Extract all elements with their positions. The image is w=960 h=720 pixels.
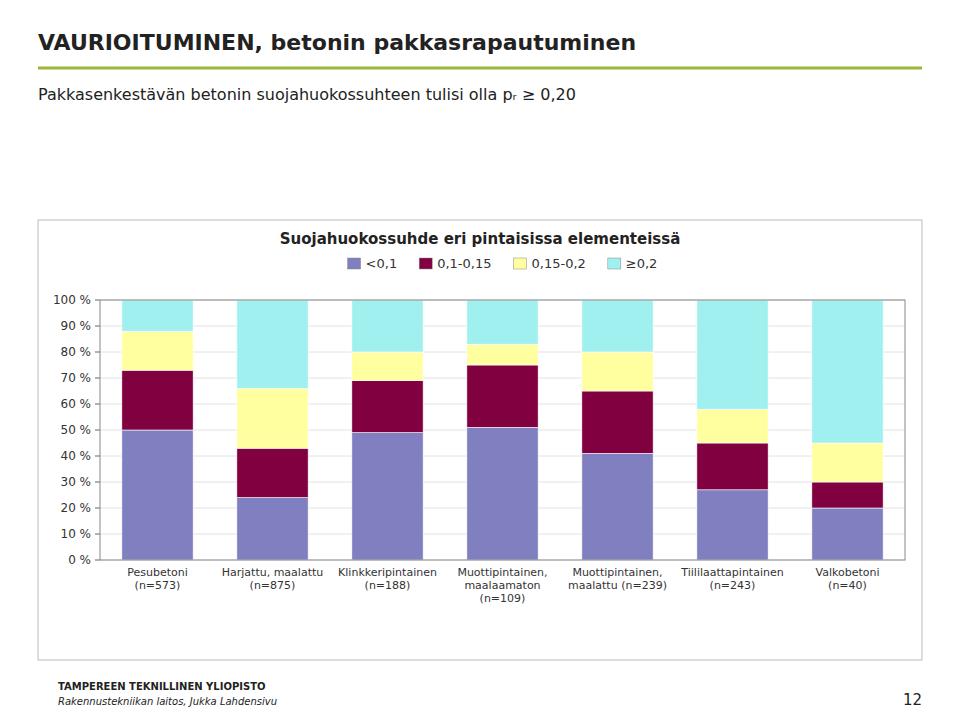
bar-segment — [352, 300, 423, 352]
bar-segment — [812, 482, 883, 508]
category-label-line: Muottipintainen, — [457, 566, 547, 579]
category-label-line: (n=875) — [250, 579, 296, 592]
title-rule — [38, 67, 922, 70]
category-label-line: (n=40) — [828, 579, 867, 592]
tick-mark — [95, 326, 100, 327]
legend-item: ≥0,2 — [608, 256, 658, 271]
legend-item: <0,1 — [348, 256, 398, 271]
bar-segment — [582, 391, 653, 453]
tick-mark — [95, 300, 100, 301]
category-label-line: maalattu (n=239) — [568, 579, 667, 592]
bar-segment — [812, 300, 883, 443]
category-label-line: Pesubetoni — [127, 566, 188, 579]
bar-segment — [122, 430, 193, 560]
bar-segment — [582, 453, 653, 560]
page-title: VAURIOITUMINEN, betonin pakkasrapautumin… — [38, 30, 636, 55]
category-label-line: maalaamaton — [464, 579, 540, 592]
legend-swatch — [419, 258, 432, 269]
tick-label: 50 % — [61, 423, 92, 437]
tick-mark — [95, 560, 100, 561]
category-label-line: Valkobetoni — [816, 566, 880, 579]
category-label-line: (n=109) — [480, 592, 526, 605]
legend-label: ≥0,2 — [626, 256, 658, 271]
category-label-line: (n=188) — [365, 579, 411, 592]
tick-label: 40 % — [61, 449, 92, 463]
bar-segment — [237, 300, 308, 388]
legend-item: 0,1-0,15 — [419, 256, 491, 271]
tick-label: 100 % — [53, 293, 91, 307]
bar-segment — [122, 370, 193, 430]
tick-mark — [95, 378, 100, 379]
bar-segment — [122, 331, 193, 370]
tick-mark — [95, 404, 100, 405]
plot-frame — [100, 300, 905, 560]
tick-mark — [95, 456, 100, 457]
subtitle: Pakkasenkestävän betonin suojahuokossuht… — [38, 85, 576, 104]
tick-mark — [95, 430, 100, 431]
bars — [122, 300, 883, 560]
tick-label: 30 % — [61, 475, 92, 489]
tick-mark — [95, 508, 100, 509]
bar-segment — [122, 300, 193, 331]
legend-label: <0,1 — [366, 256, 398, 271]
footer-institution: TAMPEREEN TEKNILLINEN YLIOPISTO — [58, 681, 266, 692]
bar-segment — [352, 433, 423, 560]
bar-segment — [237, 498, 308, 560]
bar-segment — [467, 427, 538, 560]
bar-segment — [467, 300, 538, 344]
category-label-line: Tiililaattapintainen — [680, 566, 783, 579]
bar-segment — [352, 381, 423, 433]
legend: <0,1 0,1-0,15 0,15-0,2 ≥0,2 — [348, 256, 658, 271]
chart-panel — [38, 220, 922, 660]
bar-segment — [697, 490, 768, 560]
bar-segment — [237, 448, 308, 497]
legend-swatch — [608, 258, 621, 269]
tick-label: 60 % — [61, 397, 92, 411]
category-label: Muottipintainen,maalaamaton(n=109) — [457, 566, 547, 605]
bar-segment — [812, 508, 883, 560]
tick-label: 10 % — [61, 527, 92, 541]
category-label: Pesubetoni(n=573) — [127, 566, 188, 592]
bar-segment — [352, 352, 423, 381]
page-number: 12 — [903, 691, 922, 709]
chart-canvas: VAURIOITUMINEN, betonin pakkasrapautumin… — [0, 0, 960, 720]
bar-segment — [582, 352, 653, 391]
category-label-line: Klinkkeripintainen — [338, 566, 437, 579]
category-label: Klinkkeripintainen(n=188) — [338, 566, 437, 592]
bar-segment — [812, 443, 883, 482]
category-label-line: (n=573) — [135, 579, 181, 592]
category-label: Muottipintainen,maalattu (n=239) — [568, 566, 667, 592]
legend-swatch — [348, 258, 361, 269]
tick-mark — [95, 482, 100, 483]
tick-label: 80 % — [61, 345, 92, 359]
tick-label: 0 % — [68, 553, 91, 567]
bar-segment — [467, 344, 538, 365]
tick-label: 20 % — [61, 501, 92, 515]
category-label-line: Muottipintainen, — [572, 566, 662, 579]
bar-segment — [237, 388, 308, 448]
bar-segment — [697, 443, 768, 490]
bar-segment — [467, 365, 538, 427]
legend-label: 0,15-0,2 — [532, 256, 586, 271]
category-label: Tiililaattapintainen(n=243) — [680, 566, 783, 592]
category-label-line: Harjattu, maalattu — [222, 566, 324, 579]
bar-segment — [697, 300, 768, 409]
chart-title: Suojahuokossuhde eri pintaisissa element… — [280, 230, 681, 248]
legend-swatch — [514, 258, 527, 269]
y-axis: 0 % 10 % 20 % 30 % 40 % 50 % 60 % 70 % 80 % 90 % 1… — [53, 293, 905, 567]
x-axis: Pesubetoni(n=573) Harjattu, maalattu(n=87… — [127, 566, 879, 605]
footer-author: Rakennustekniikan laitos, Jukka Lahdensi… — [58, 696, 277, 707]
legend-label: 0,1-0,15 — [437, 256, 491, 271]
tick-mark — [95, 534, 100, 535]
bar-segment — [697, 409, 768, 443]
tick-mark — [95, 352, 100, 353]
tick-label: 90 % — [61, 319, 92, 333]
category-label-line: (n=243) — [710, 579, 756, 592]
tick-label: 70 % — [61, 371, 92, 385]
category-label: Harjattu, maalattu(n=875) — [222, 566, 324, 592]
legend-item: 0,15-0,2 — [514, 256, 586, 271]
bar-segment — [582, 300, 653, 352]
category-label: Valkobetoni(n=40) — [816, 566, 880, 592]
